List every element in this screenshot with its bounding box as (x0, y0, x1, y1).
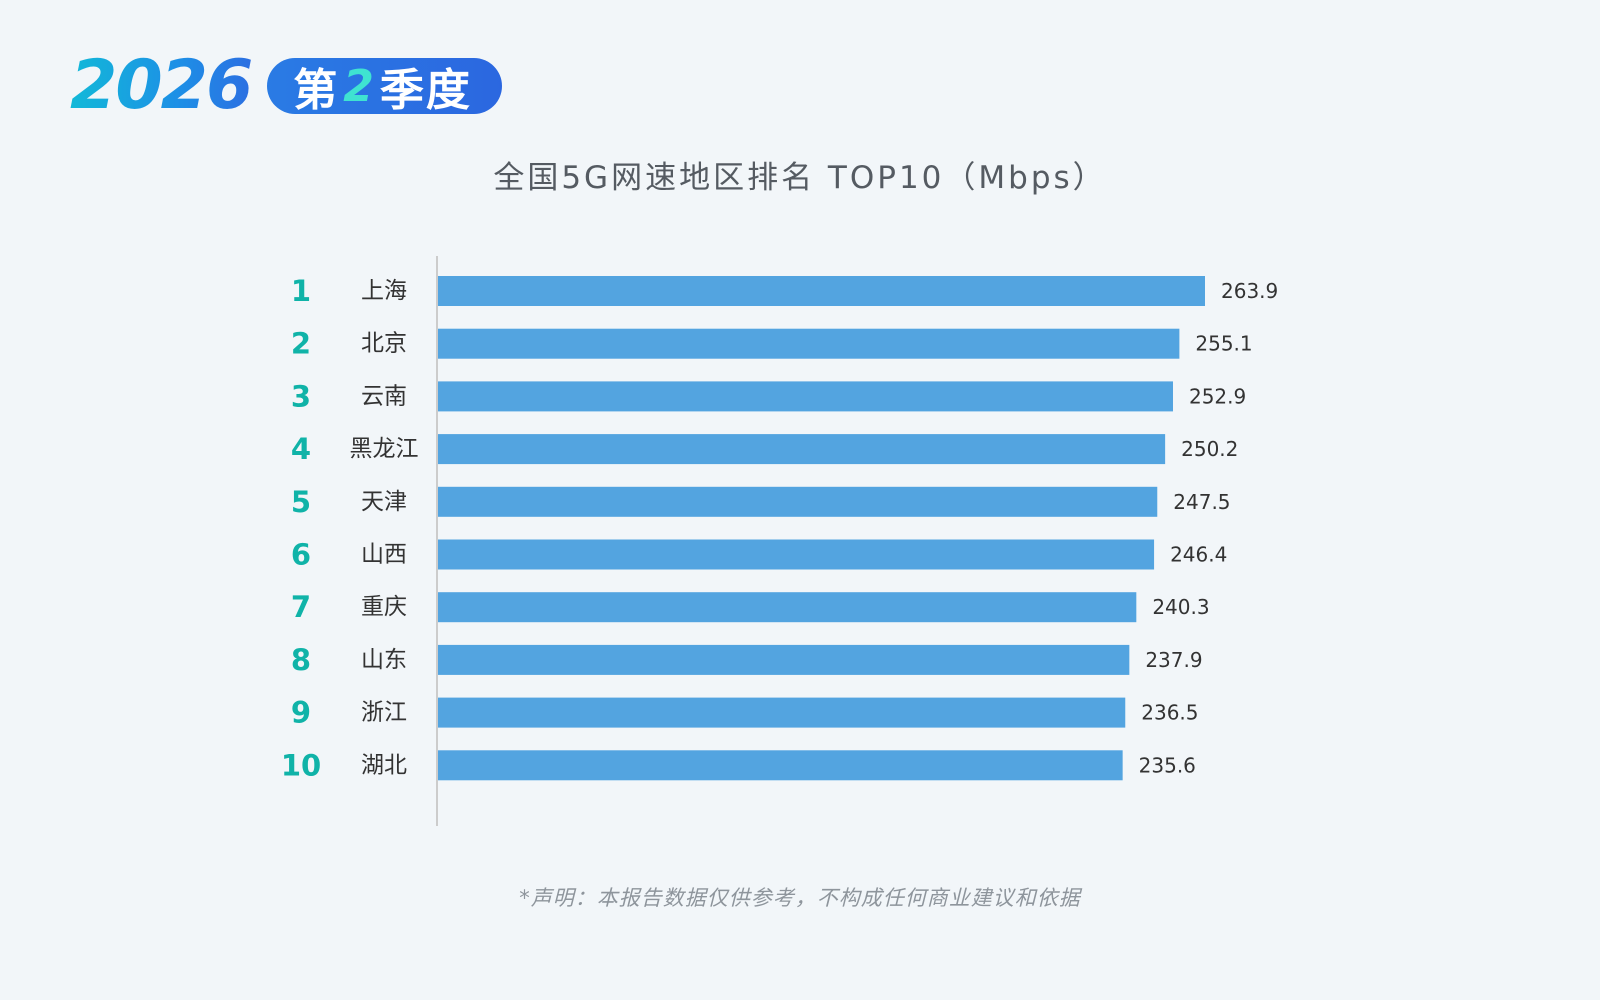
bar (437, 434, 1166, 465)
rank-label: 5 (291, 485, 311, 519)
value-label: 240.3 (1152, 595, 1209, 619)
category-label: 北京 (361, 331, 407, 357)
bar (437, 592, 1137, 623)
value-label: 247.5 (1173, 490, 1230, 514)
bar (437, 750, 1123, 781)
bar (437, 381, 1173, 412)
category-label: 天津 (361, 489, 407, 515)
value-label: 263.9 (1221, 279, 1278, 303)
category-label: 云南 (361, 383, 407, 409)
category-label: 山东 (361, 647, 407, 673)
value-label: 250.2 (1181, 437, 1238, 461)
rank-label: 8 (291, 643, 311, 677)
rank-label: 7 (291, 590, 311, 624)
bar (437, 486, 1158, 517)
rank-label: 3 (291, 379, 311, 413)
quarter-suffix: 季度 (379, 65, 472, 116)
value-label: 237.9 (1145, 648, 1202, 672)
chart-title: 全国5G网速地区排名 TOP10（Mbps） (493, 160, 1107, 196)
category-label: 上海 (361, 278, 407, 304)
value-label: 236.5 (1141, 701, 1198, 725)
year-label: 2026 (70, 46, 253, 125)
quarter-prefix: 第 (293, 65, 340, 116)
bar (437, 644, 1130, 675)
value-label: 246.4 (1170, 543, 1227, 567)
bar (437, 697, 1126, 728)
category-label: 山西 (361, 542, 407, 568)
quarter-badge: 第 2 季度 (267, 58, 502, 116)
value-label: 252.9 (1189, 384, 1246, 408)
category-label: 重庆 (361, 594, 407, 620)
disclaimer: *声明：本报告数据仅供参考，不构成任何商业建议和依据 (519, 886, 1081, 910)
rank-label: 2 (291, 327, 311, 361)
category-label: 湖北 (361, 752, 407, 778)
rank-label: 4 (291, 432, 311, 466)
bar (437, 539, 1155, 570)
value-label: 255.1 (1195, 332, 1252, 356)
category-label: 浙江 (361, 700, 407, 726)
quarter-number: 2 (343, 60, 376, 112)
category-label: 黑龙江 (350, 436, 419, 462)
value-label: 235.6 (1139, 753, 1196, 777)
bar (437, 276, 1205, 306)
rank-label: 9 (291, 696, 311, 730)
rank-label: 10 (281, 748, 321, 782)
bar (437, 328, 1180, 359)
rank-label: 6 (291, 538, 311, 572)
rank-label: 1 (291, 274, 311, 308)
header: 2026 第 2 季度 (70, 50, 502, 122)
